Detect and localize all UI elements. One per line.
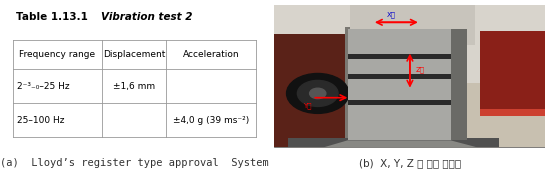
Bar: [345, 27, 467, 140]
Text: Table 1.13.1: Table 1.13.1: [16, 12, 88, 22]
Bar: [274, 5, 545, 147]
Bar: [480, 109, 545, 116]
Text: 25–100 Hz: 25–100 Hz: [17, 116, 64, 125]
Circle shape: [298, 80, 338, 106]
Text: Displacement: Displacement: [103, 50, 165, 59]
Text: (a)  Lloyd’s register type approval  System: (a) Lloyd’s register type approval Syste…: [0, 158, 269, 168]
Text: Frequency range: Frequency range: [19, 50, 96, 59]
Text: Acceleration: Acceleration: [183, 50, 239, 59]
Bar: [348, 74, 451, 79]
Bar: [348, 29, 451, 140]
Text: Z축: Z축: [415, 66, 424, 73]
Bar: [274, 34, 350, 147]
Polygon shape: [323, 140, 478, 147]
Circle shape: [287, 73, 349, 113]
Bar: [348, 54, 451, 59]
Bar: [288, 138, 499, 147]
Text: ±1,6 mm: ±1,6 mm: [113, 82, 155, 91]
Text: Vibration test 2: Vibration test 2: [101, 12, 192, 22]
Text: Y축: Y축: [302, 102, 311, 109]
Text: ±4,0 g (39 ms⁻²): ±4,0 g (39 ms⁻²): [173, 116, 249, 125]
Bar: [480, 31, 545, 116]
Text: 2⁻³₋₀–25 Hz: 2⁻³₋₀–25 Hz: [17, 82, 70, 91]
Bar: [451, 29, 467, 140]
Bar: [348, 100, 451, 105]
Circle shape: [310, 88, 326, 99]
Bar: [274, 5, 545, 84]
Bar: [350, 5, 475, 45]
Text: X축: X축: [386, 12, 396, 18]
Text: (b)  X, Y, Z 축 진동 시험기: (b) X, Y, Z 축 진동 시험기: [359, 158, 461, 168]
